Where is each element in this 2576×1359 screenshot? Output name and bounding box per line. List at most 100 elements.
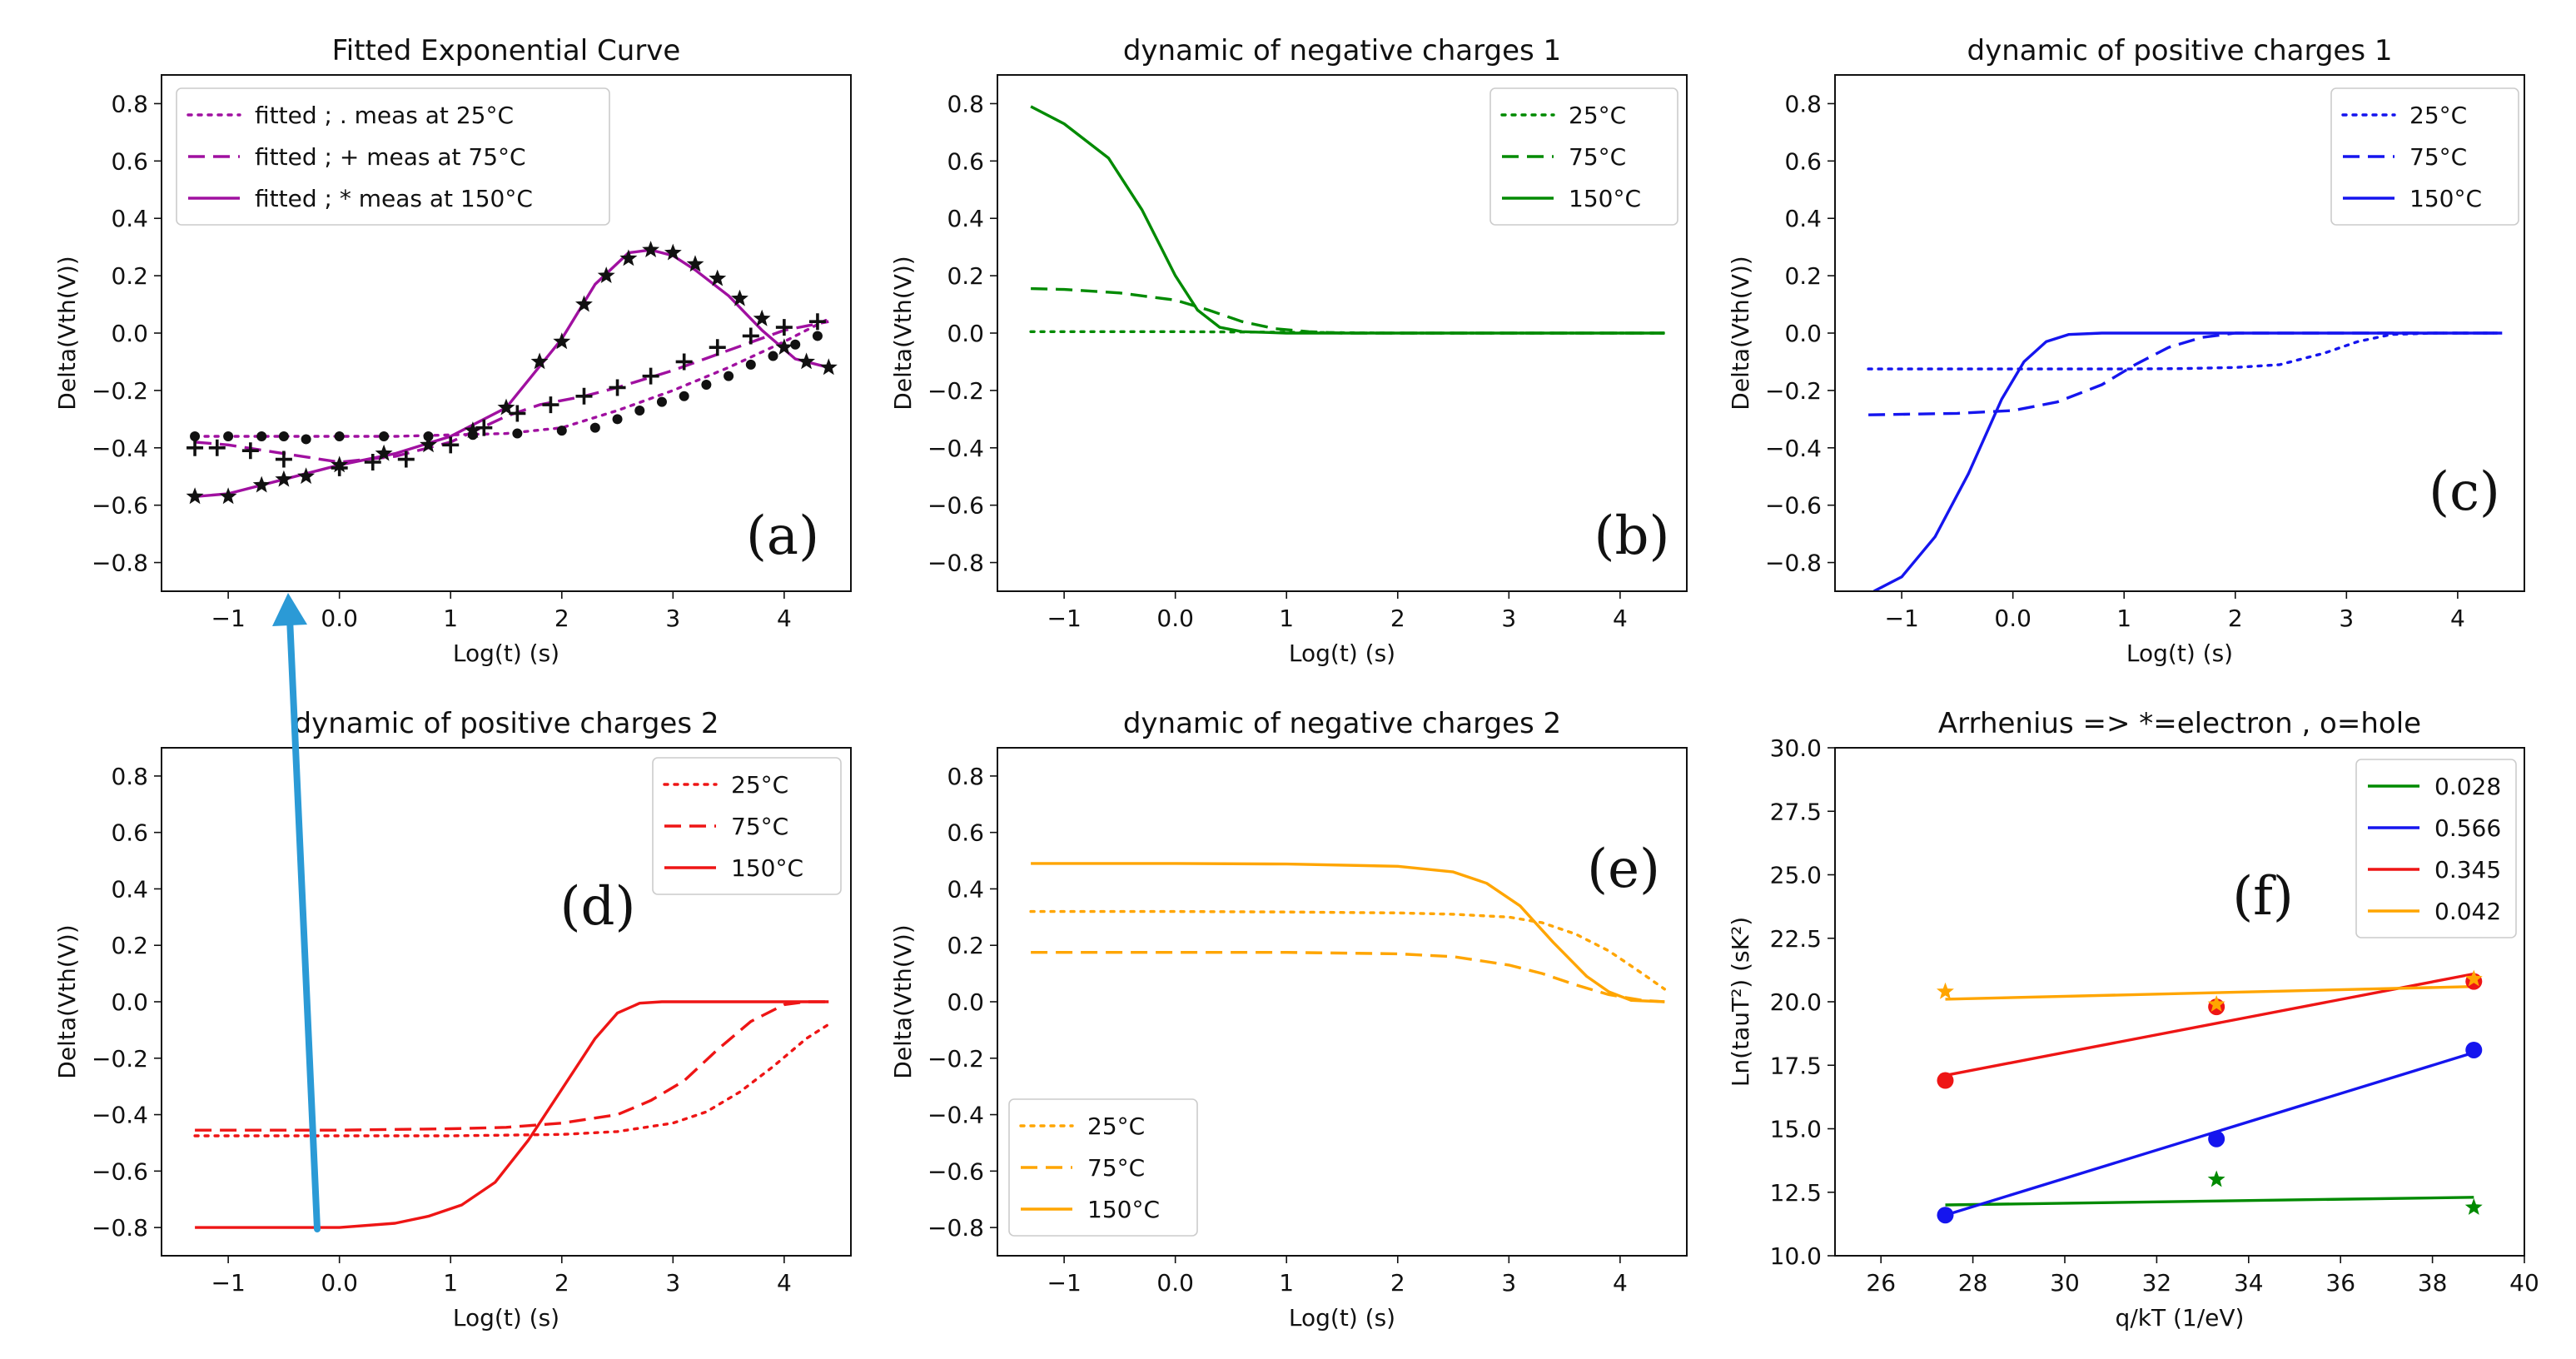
series-line <box>1945 972 2474 1078</box>
legend-label: fitted ; . meas at 25°C <box>255 102 514 129</box>
x-tick-label: 32 <box>2142 1269 2172 1297</box>
y-tick-label: −0.2 <box>1765 377 1822 405</box>
y-tick-label: −0.2 <box>92 1045 148 1073</box>
y-tick-label: 0.0 <box>947 320 984 347</box>
legend-label: 75°C <box>2409 143 2467 171</box>
series-group <box>1937 969 2483 1224</box>
data-point-plus <box>775 319 793 336</box>
legend-box <box>1008 1098 1198 1237</box>
series-line <box>1945 1051 2474 1217</box>
y-tick-label: 0.2 <box>1784 262 1822 290</box>
y-tick-label: 0.4 <box>947 875 984 903</box>
panel-a: Fitted Exponential Curve −1 0.0 1 2 3 4 −0.8 −0.… <box>53 34 852 667</box>
data-point-star <box>775 338 793 356</box>
y-tick-label: 0.6 <box>947 147 984 175</box>
data-point-dot <box>190 431 201 441</box>
legend-label: 150°C <box>2409 185 2482 212</box>
y-tick-label: −0.8 <box>927 550 984 577</box>
y-tick-label: 27.5 <box>1770 798 1822 825</box>
data-point-star <box>1937 982 1954 999</box>
data-point-plus <box>397 451 415 468</box>
y-tick-label: 0.8 <box>947 763 984 790</box>
data-point-dot <box>679 391 689 401</box>
x-tick-label: −1 <box>211 605 245 632</box>
x-tick-label: 1 <box>443 605 458 632</box>
legend: fitted ; . meas at 25°C fitted ; + meas a… <box>176 87 610 226</box>
y-tick-label: 0.6 <box>1784 147 1822 175</box>
y-tick-label: 0.2 <box>947 262 984 290</box>
legend-box <box>176 87 610 226</box>
y-tick-label: 0.4 <box>1784 205 1822 232</box>
y-axis-label: Delta(Vth(V)) <box>889 924 917 1078</box>
data-point-star <box>375 444 393 461</box>
data-point-star <box>709 269 727 286</box>
y-tick-label: −0.8 <box>92 1214 148 1242</box>
x-tick-label: 2 <box>554 1269 569 1297</box>
data-point-star <box>497 398 515 416</box>
series-line <box>1029 909 1667 991</box>
x-tick-label: 28 <box>1958 1269 1988 1297</box>
legend-box <box>1489 87 1678 226</box>
data-point-dot <box>768 351 778 361</box>
legend-label: 25°C <box>2409 102 2467 129</box>
panel-f: Arrhenius => *=electron , o=hole 26 28 30 32… <box>1727 707 2539 1332</box>
data-point-dot <box>812 331 823 341</box>
legend: 0.028 0.566 0.345 0.042 <box>2355 759 2517 938</box>
data-point-dot <box>634 406 645 416</box>
data-point-circle <box>1937 1207 1954 1224</box>
y-tick-label: −0.6 <box>92 492 148 520</box>
y-axis-label: Delta(Vth(V)) <box>889 256 917 410</box>
data-point-star <box>530 352 549 370</box>
data-point-circle <box>2208 1130 2225 1147</box>
y-tick-label: −0.4 <box>927 435 984 462</box>
legend-label: 25°C <box>731 771 788 799</box>
legend-label: 25°C <box>1569 102 1626 129</box>
data-point-dot <box>701 380 712 390</box>
legend-label: 0.028 <box>2434 773 2501 800</box>
x-tick-label: 3 <box>665 605 680 632</box>
legend-box <box>2330 87 2519 226</box>
panel-label: (f) <box>2232 866 2294 928</box>
x-tick-label: −1 <box>1884 605 1918 632</box>
axes-frame <box>997 747 1688 1257</box>
data-point-plus <box>208 439 226 456</box>
legend-label: 75°C <box>1087 1154 1145 1182</box>
data-point-star <box>819 358 838 376</box>
panel-d: dynamic of positive charges 2 −1 0.0 1 2 3 4 −0… <box>53 707 852 1332</box>
data-point-star <box>2207 1170 2225 1187</box>
y-tick-label: 0.8 <box>947 90 984 117</box>
y-tick-label: −0.6 <box>1765 492 1822 520</box>
series-group <box>1029 862 1667 1003</box>
y-tick-label: 0.8 <box>111 90 148 117</box>
annotation-arrow-shaft <box>286 615 321 1232</box>
data-point-star <box>275 470 293 487</box>
data-point-star <box>219 487 237 505</box>
data-point-plus <box>675 353 693 371</box>
panel-label: (d) <box>560 876 636 938</box>
y-axis-label: Ln(tauT²) (sK²) <box>1727 917 1754 1087</box>
chart-title: dynamic of negative charges 1 <box>1123 34 1561 67</box>
chart-title: Fitted Exponential Curve <box>332 34 681 67</box>
data-point-circle <box>2465 1041 2483 1058</box>
data-point-star <box>252 475 271 493</box>
x-tick-label: 2 <box>554 605 569 632</box>
data-point-dot <box>724 371 734 381</box>
x-tick-label: 0.0 <box>1156 605 1194 632</box>
y-tick-label: 20.0 <box>1770 988 1822 1016</box>
series-line <box>195 1000 829 1229</box>
x-axis-label: Log(t) (s) <box>453 640 559 667</box>
chart-title: dynamic of positive charges 2 <box>293 707 719 740</box>
y-tick-label: −0.6 <box>927 492 984 520</box>
data-point-circle <box>1937 1072 1954 1089</box>
data-point-dot <box>223 431 234 441</box>
axes-frame <box>997 74 1688 592</box>
panel-label: (a) <box>746 505 819 567</box>
x-tick-label: 2 <box>1390 605 1405 632</box>
chart-title: dynamic of negative charges 2 <box>1123 707 1561 740</box>
axes-frame <box>1834 747 2525 1257</box>
legend-label: 150°C <box>1569 185 1641 212</box>
x-tick-label: −1 <box>1047 1269 1081 1297</box>
data-point-star <box>686 255 704 272</box>
x-tick-label: 0.0 <box>321 605 358 632</box>
